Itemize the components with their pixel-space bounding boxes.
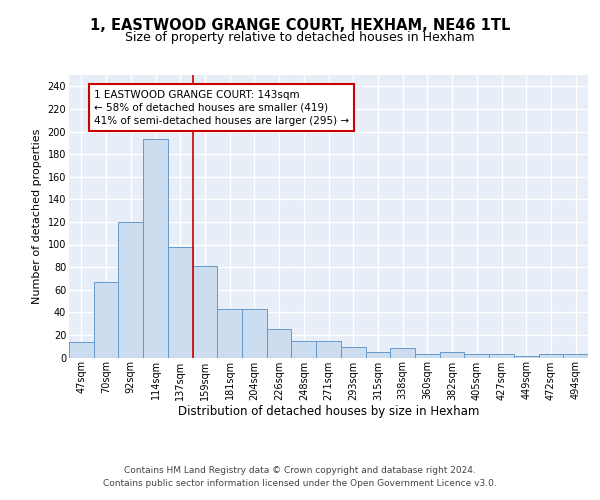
Bar <box>94 282 118 358</box>
Bar <box>193 266 217 358</box>
Bar <box>341 348 365 358</box>
Text: 1, EASTWOOD GRANGE COURT, HEXHAM, NE46 1TL: 1, EASTWOOD GRANGE COURT, HEXHAM, NE46 1… <box>90 18 510 32</box>
Y-axis label: Number of detached properties: Number of detached properties <box>32 128 42 304</box>
Bar <box>242 309 267 358</box>
Bar <box>489 354 514 358</box>
X-axis label: Distribution of detached houses by size in Hexham: Distribution of detached houses by size … <box>178 405 479 418</box>
Bar <box>292 340 316 357</box>
Bar <box>563 354 588 358</box>
Bar <box>267 329 292 358</box>
Bar <box>539 354 563 358</box>
Bar <box>69 342 94 357</box>
Bar <box>390 348 415 358</box>
Bar <box>316 340 341 357</box>
Bar <box>118 222 143 358</box>
Text: Size of property relative to detached houses in Hexham: Size of property relative to detached ho… <box>125 31 475 44</box>
Text: 1 EASTWOOD GRANGE COURT: 143sqm
← 58% of detached houses are smaller (419)
41% o: 1 EASTWOOD GRANGE COURT: 143sqm ← 58% of… <box>94 90 349 126</box>
Bar <box>514 356 539 358</box>
Bar <box>440 352 464 358</box>
Bar <box>168 247 193 358</box>
Bar <box>217 309 242 358</box>
Bar <box>143 140 168 358</box>
Bar <box>415 354 440 358</box>
Text: Contains HM Land Registry data © Crown copyright and database right 2024.
Contai: Contains HM Land Registry data © Crown c… <box>103 466 497 487</box>
Bar <box>365 352 390 358</box>
Bar <box>464 354 489 358</box>
